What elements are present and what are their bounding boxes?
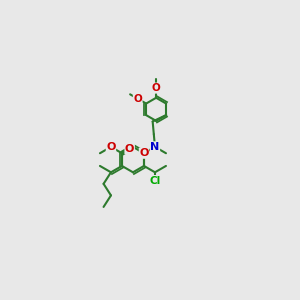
Text: N: N [150, 142, 160, 152]
Text: Cl: Cl [149, 176, 161, 185]
Text: O: O [133, 94, 142, 104]
Text: O: O [139, 148, 149, 158]
Text: O: O [152, 83, 161, 93]
Text: O: O [106, 142, 116, 152]
Text: O: O [125, 144, 134, 154]
